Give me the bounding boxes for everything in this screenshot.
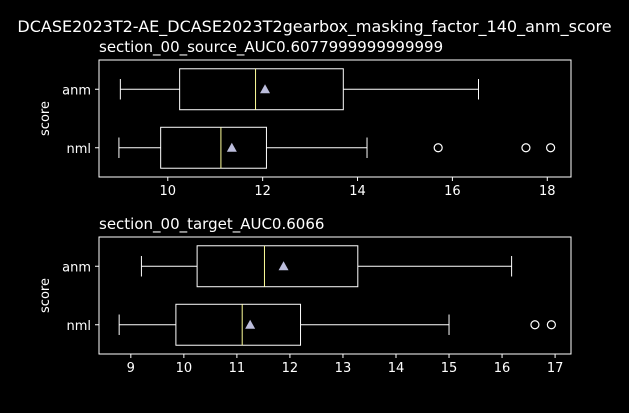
box-iqr [179,68,344,111]
y-axis-label: score [38,101,53,136]
x-tick-label: 16 [444,184,461,199]
x-tick-label: 11 [229,361,246,376]
x-tick-label: 10 [160,184,177,199]
box-iqr [175,303,302,346]
outlier-point [530,320,540,330]
x-tick-label: 12 [254,184,271,199]
subplot-1: section_00_source_AUC0.6077999999999999s… [38,38,572,199]
x-tick-label: 9 [127,361,135,376]
subplot-title: section_00_target_AUC0.6066 [99,215,324,234]
plot-frame [98,59,572,178]
plot-frame [98,236,572,355]
x-tick-label: 16 [494,361,511,376]
box-group-anm: anm [62,68,479,111]
subplot-title: section_00_source_AUC0.6077999999999999 [99,38,443,57]
x-tick-label: 12 [282,361,299,376]
box-iqr [160,126,267,169]
y-axis-label: score [38,278,53,313]
mean-marker [278,261,289,271]
outlier-point [521,143,531,153]
y-tick-label: anm [62,260,91,275]
outlier-point [546,320,556,330]
figure-suptitle: DCASE2023T2-AE_DCASE2023T2gearbox_maskin… [17,17,611,37]
mean-marker [245,319,256,329]
plots: section_00_source_AUC0.6077999999999999s… [38,38,572,376]
x-tick-label: 18 [539,184,556,199]
box-iqr [196,245,359,288]
x-tick-label: 17 [547,361,564,376]
box-group-nml: nml [66,303,556,346]
x-tick-label: 13 [335,361,352,376]
outlier-point [546,143,556,153]
x-tick-label: 15 [441,361,458,376]
mean-marker [226,142,237,152]
x-tick-label: 14 [388,361,405,376]
y-tick-label: nml [66,142,91,157]
x-tick-label: 10 [176,361,193,376]
mean-marker [260,84,271,94]
y-tick-label: anm [62,83,91,98]
x-tick-label: 14 [349,184,366,199]
outlier-point [433,143,443,153]
box-group-anm: anm [62,245,513,288]
y-tick-label: nml [66,319,91,334]
box-group-nml: nml [66,126,556,169]
